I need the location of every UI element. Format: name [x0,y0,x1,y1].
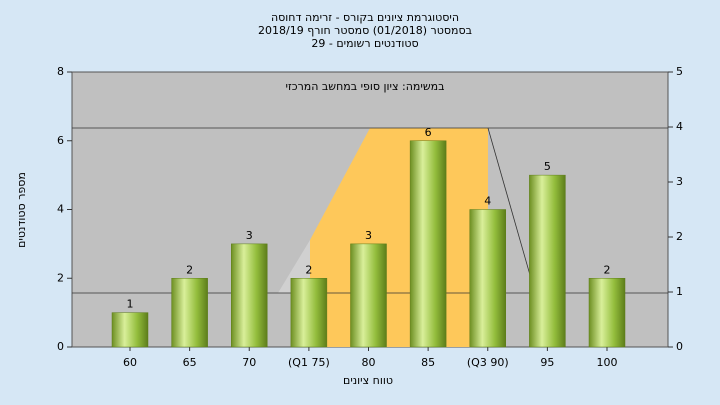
bar [588,278,626,348]
x-tick-label: 95 [540,356,554,369]
y2-tick-label: 4 [676,120,683,133]
x-tick-label: 65 [183,356,197,369]
x-tick-label: (Q1 75) [288,356,330,369]
y-tick-label: 2 [57,271,64,284]
value-label: 6 [425,126,432,139]
bar [469,209,506,348]
value-label: 2 [305,263,312,276]
y-tick-label: 6 [57,134,64,147]
value-label: 3 [365,229,372,242]
x-tick-label: 70 [242,356,256,369]
y2-tick-label: 2 [676,230,683,243]
value-label: 3 [246,229,253,242]
x-tick-label: 60 [123,356,137,369]
chart-subtitle: סטודנטים רשומים - 29 [311,37,418,50]
whisker-line [487,127,531,276]
annotation: במשימה: ציון סופי במחשב המרכזי [285,80,444,93]
y-axis-label: מספר סטודנטים [15,172,28,248]
value-label: 4 [484,195,491,208]
bar [350,243,387,348]
x-tick-label: (Q3 90) [467,356,509,369]
x-tick-label: 80 [362,356,376,369]
y2-tick-label: 5 [676,65,683,78]
value-label: 2 [604,263,611,276]
value-label: 2 [186,263,193,276]
chart-subtitle: בסמסטר (01/2018) סמסטר חורף 2018/19 [258,24,472,37]
bar [409,140,447,348]
value-label: 5 [544,160,551,173]
bar [529,174,566,348]
value-label: 1 [127,298,134,311]
x-tick-label: 100 [597,356,618,369]
bar [111,312,149,348]
chart-title: היסטוגרמת ציונים בקורס - זרימה דחוסה [271,11,459,24]
y-tick-label: 8 [57,65,64,78]
y2-tick-label: 3 [676,175,683,188]
bar [290,278,328,348]
x-tick-label: 85 [421,356,435,369]
y-tick-label: 0 [57,340,64,353]
y-tick-label: 4 [57,203,64,216]
x-axis-label: טווח ציונים [343,374,393,387]
y2-tick-label: 0 [676,340,683,353]
bar [231,243,268,348]
y2-tick-label: 1 [676,285,683,298]
bar [171,278,208,348]
